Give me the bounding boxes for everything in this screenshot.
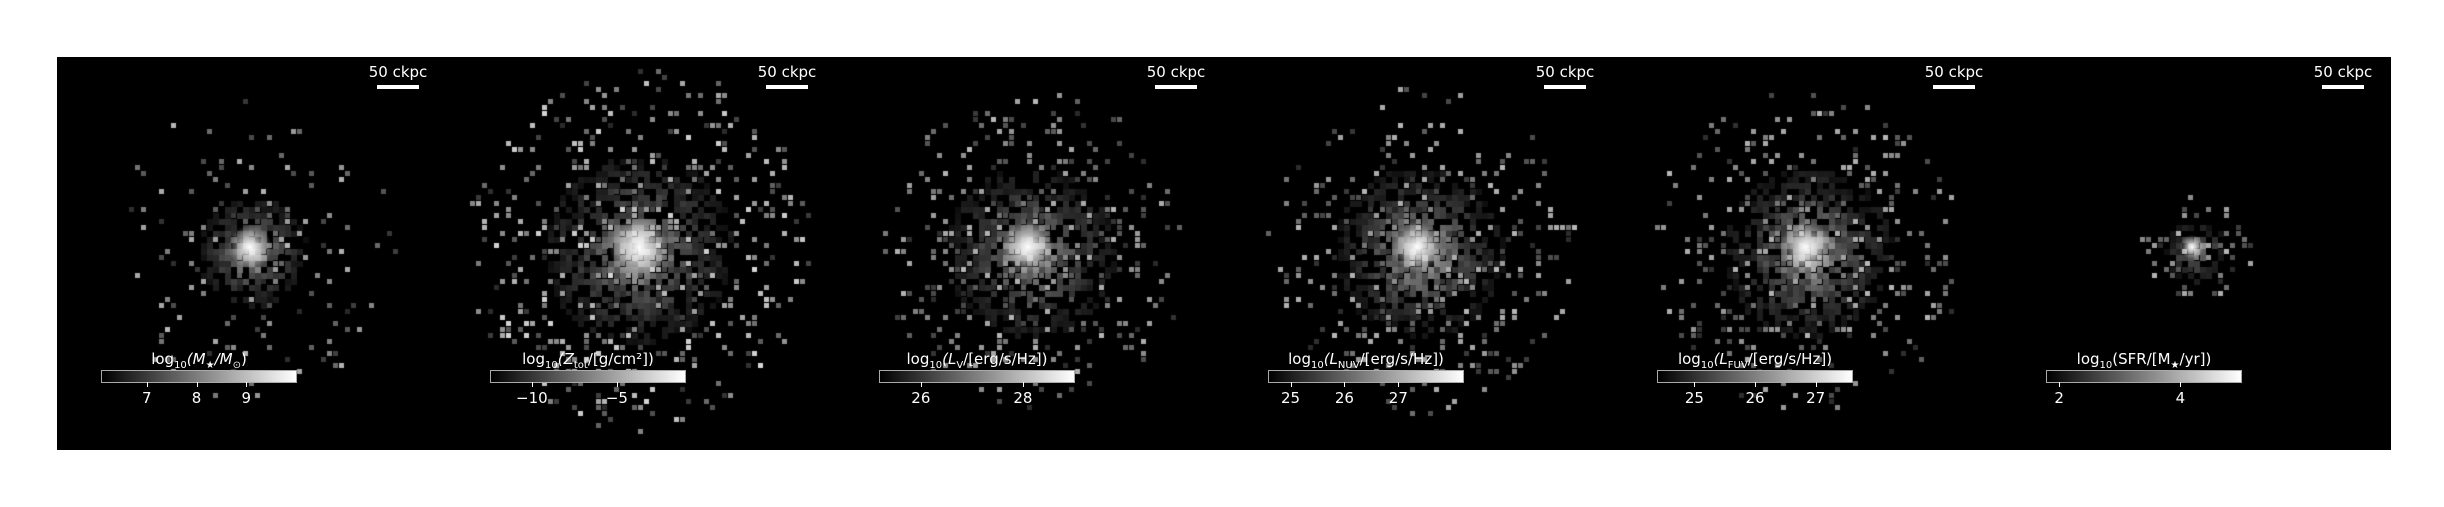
colorbar-title: log10(LFUV/[erg/s/Hz]) <box>1677 350 1833 371</box>
colorbar-tick-label: 7 <box>141 389 152 407</box>
colorbar-tick-label: 28 <box>1013 389 1033 407</box>
scale-bar: 50 ckpc <box>757 63 817 89</box>
colorbar-tick-label: −10 <box>516 389 548 407</box>
panel-v-band-luminosity: 50 ckpc log10(LV/[erg/s/Hz]) 26 28 <box>835 57 1224 450</box>
figure-strip: 50 ckpc log10(M★/M⊙) 7 8 9 50 ckpc log10(Z… <box>57 57 2391 450</box>
colorbar-tick <box>1022 382 1024 387</box>
colorbar-title: log10(LV/[erg/s/Hz]) <box>906 350 1048 371</box>
colorbar-tick-label: 4 <box>2175 389 2186 407</box>
colorbar-tick-label: 26 <box>1745 389 1765 407</box>
colorbar-tick-label: 26 <box>1334 389 1354 407</box>
scale-bar: 50 ckpc <box>1535 63 1595 89</box>
colorbar-tick <box>1398 382 1400 387</box>
scale-bar-label: 50 ckpc <box>2313 63 2373 81</box>
colorbar-tick-label: 26 <box>911 389 931 407</box>
galaxy-map-star-formation-rate <box>2002 57 2391 450</box>
scale-bar: 50 ckpc <box>1924 63 1984 89</box>
colorbar-tick <box>196 382 198 387</box>
colorbar-gradient <box>1268 370 1464 383</box>
galaxy-map-metal-surface-density <box>446 57 835 450</box>
colorbar-tick-label: 2 <box>2054 389 2064 407</box>
galaxy-map-v-band-luminosity <box>835 57 1224 450</box>
colorbar-tick <box>1290 382 1292 387</box>
scale-bar-line <box>1933 85 1975 89</box>
colorbar-title: log10(SFR/[M★/yr]) <box>2076 350 2212 371</box>
scale-bar-label: 50 ckpc <box>1535 63 1595 81</box>
colorbar-tick <box>146 382 148 387</box>
panel-nuv-luminosity: 50 ckpc log10(LNUV/[erg/s/Hz]) 25 26 27 <box>1224 57 1613 450</box>
scale-bar-label: 50 ckpc <box>368 63 428 81</box>
colorbar-title: log10(Ztot/[g/cm²]) <box>522 350 654 371</box>
colorbar-title: log10(LNUV/[erg/s/Hz]) <box>1288 350 1444 371</box>
scale-bar-label: 50 ckpc <box>1146 63 1206 81</box>
panel-star-formation-rate: 50 ckpc log10(SFR/[M★/yr]) 2 4 <box>2002 57 2391 450</box>
colorbar-tick-label: 27 <box>1388 389 1408 407</box>
colorbar-tick <box>1344 382 1346 387</box>
colorbar-title: log10(M★/M⊙) <box>151 350 247 371</box>
galaxy-map-nuv-luminosity <box>1224 57 1613 450</box>
colorbar-tick <box>920 382 922 387</box>
colorbar-tick <box>246 382 248 387</box>
scale-bar-label: 50 ckpc <box>757 63 817 81</box>
colorbar-tick <box>1694 382 1696 387</box>
scale-bar-line <box>2322 85 2364 89</box>
scale-bar-line <box>377 85 419 89</box>
colorbar-gradient <box>2046 370 2242 383</box>
colorbar-tick-label: 27 <box>1806 389 1826 407</box>
scale-bar-line <box>1544 85 1586 89</box>
galaxy-map-fuv-luminosity <box>1613 57 2002 450</box>
colorbar-tick-label: 25 <box>1281 389 1301 407</box>
panel-metal-surface-density: 50 ckpc log10(Ztot/[g/cm²]) −10 −5 <box>446 57 835 450</box>
panel-stellar-mass: 50 ckpc log10(M★/M⊙) 7 8 9 <box>57 57 446 450</box>
scale-bar: 50 ckpc <box>1146 63 1206 89</box>
colorbar-tick <box>616 382 618 387</box>
colorbar-tick-label: −5 <box>605 389 628 407</box>
colorbar-tick-label: 8 <box>191 389 202 407</box>
colorbar-tick <box>2059 382 2061 387</box>
colorbar-tick <box>2180 382 2182 387</box>
colorbar-tick <box>1755 382 1756 387</box>
colorbar-tick <box>531 382 533 387</box>
galaxy-map-stellar-mass <box>57 57 446 450</box>
scale-bar: 50 ckpc <box>368 63 428 89</box>
colorbar-tick <box>1815 382 1817 387</box>
colorbar-tick-label: 25 <box>1684 389 1704 407</box>
panel-fuv-luminosity: 50 ckpc log10(LFUV/[erg/s/Hz]) 25 26 27 <box>1613 57 2002 450</box>
scale-bar: 50 ckpc <box>2313 63 2373 89</box>
colorbar-gradient <box>879 370 1075 383</box>
scale-bar-label: 50 ckpc <box>1924 63 1984 81</box>
colorbar-gradient <box>101 370 297 383</box>
scale-bar-line <box>766 85 808 89</box>
colorbar-gradient <box>490 370 686 383</box>
colorbar-tick-label: 9 <box>241 389 252 407</box>
scale-bar-line <box>1155 85 1197 89</box>
